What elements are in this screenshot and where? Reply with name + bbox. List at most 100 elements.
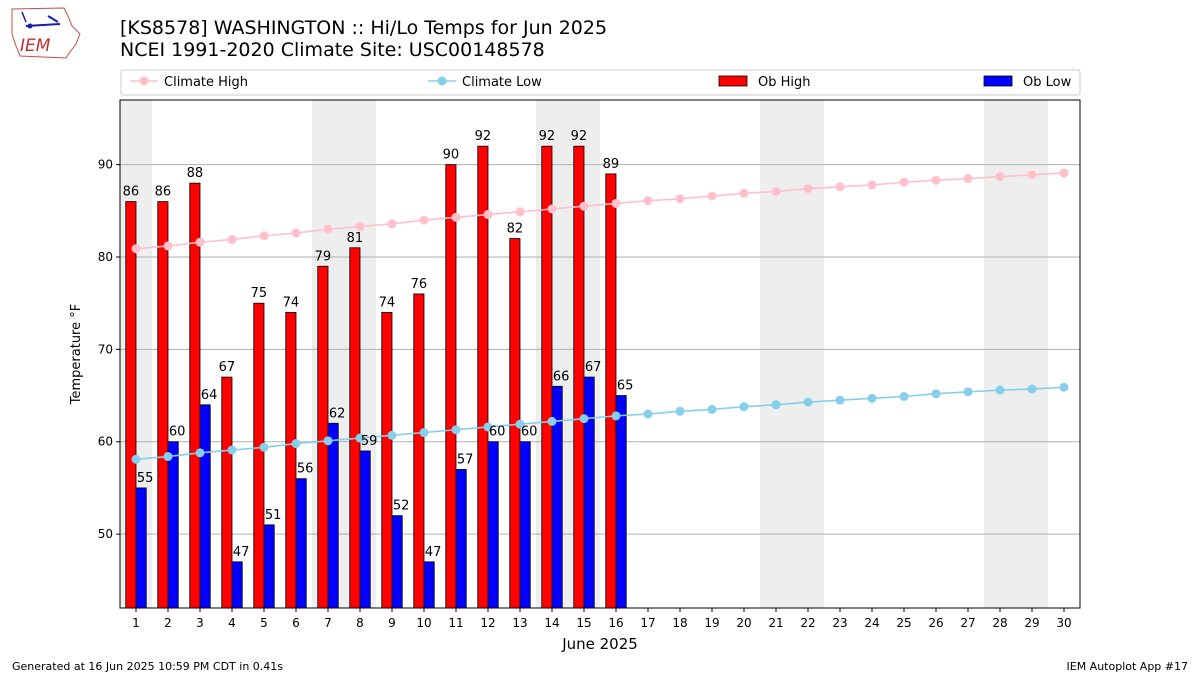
ob-low-label-12: 60	[489, 425, 506, 440]
app-credit: IEM Autoplot App #17	[1066, 660, 1189, 673]
x-tick-label-6: 6	[292, 616, 300, 630]
ob-high-label-8: 81	[347, 231, 364, 246]
y-tick-label-70: 70	[98, 342, 113, 356]
climate-low-point-25	[899, 391, 909, 401]
generated-timestamp: Generated at 16 Jun 2025 10:59 PM CDT in…	[12, 660, 284, 673]
x-tick-label-7: 7	[324, 616, 332, 630]
ob-high-label-1: 86	[123, 185, 140, 200]
ob-low-bar-7	[327, 422, 339, 609]
x-axis: 1 2 3 4 5 6 7 8 9 10 11 12 13 14 15 16 17 18 19 20 21 22 23 24 2…	[132, 608, 1072, 630]
ob-high-bar-3	[189, 182, 201, 609]
ob-high-bar-9	[381, 312, 393, 609]
page-title: [KS8578] WASHINGTON :: Hi/Lo Temps for J…	[120, 17, 608, 39]
climate-low-point-13	[515, 419, 525, 429]
climate-low-point-1	[131, 454, 141, 464]
y-axis-label: Temperature °F	[69, 304, 84, 405]
ob-high-bar-15	[573, 145, 585, 609]
x-tick-label-11: 11	[448, 616, 463, 630]
ob-low-bar-5	[263, 524, 275, 609]
x-tick-label-15: 15	[576, 616, 591, 630]
shaded-day-21	[760, 100, 792, 608]
x-tick-label-4: 4	[228, 616, 236, 630]
climate-low-point-23	[835, 395, 845, 405]
ob-high-label-6: 74	[283, 295, 300, 310]
climate-low-point-26	[931, 389, 941, 399]
x-tick-label-30: 30	[1056, 616, 1071, 630]
ob-low-bar-2	[167, 441, 179, 609]
legend-ob-high-swatch	[718, 75, 748, 87]
ob-high-label-16: 89	[603, 157, 620, 172]
climate-low-point-14	[547, 416, 557, 426]
legend-climate-low-marker	[437, 76, 447, 86]
climate-low-point-28	[995, 385, 1005, 395]
ob-low-label-7: 62	[329, 406, 346, 421]
y-tick-label-80: 80	[98, 250, 113, 264]
climate-low-point-4	[227, 445, 237, 455]
legend-climate-high-marker	[139, 76, 149, 86]
legend-climate-low-label: Climate Low	[462, 75, 542, 90]
ob-high-bar-2	[157, 201, 169, 609]
ob-low-label-8: 59	[361, 434, 378, 449]
ob-low-bar-8	[359, 450, 371, 609]
climate-high-point-20	[739, 188, 749, 198]
climate-low-point-20	[739, 402, 749, 412]
x-tick-label-29: 29	[1024, 616, 1039, 630]
climate-high-point-23	[835, 182, 845, 192]
ob-high-label-5: 75	[251, 286, 268, 301]
ob-low-label-3: 64	[201, 388, 218, 403]
climate-high-point-5	[259, 231, 269, 241]
climate-high-point-24	[867, 180, 877, 190]
climate-high-point-7	[323, 224, 333, 234]
ob-low-label-10: 47	[425, 545, 442, 560]
legend-ob-low-swatch	[983, 75, 1013, 87]
iem-logo: IEM	[11, 7, 81, 59]
x-tick-label-10: 10	[416, 616, 431, 630]
climate-high-point-19	[707, 191, 717, 201]
x-tick-label-2: 2	[164, 616, 172, 630]
climate-high-point-6	[291, 228, 301, 238]
climate-high-point-16	[611, 198, 621, 208]
y-tick-label-90: 90	[98, 158, 113, 172]
climate-high-point-14	[547, 204, 557, 214]
x-tick-label-9: 9	[388, 616, 396, 630]
ob-high-bar-4	[221, 376, 233, 609]
climate-low-point-10	[419, 428, 429, 438]
legend-climate-high-label: Climate High	[164, 75, 248, 90]
climate-high-point-29	[1027, 170, 1037, 180]
climate-low-point-3	[195, 448, 205, 458]
climate-low-point-30	[1059, 382, 1069, 392]
x-tick-label-5: 5	[260, 616, 268, 630]
x-tick-label-1: 1	[132, 616, 140, 630]
climate-high-point-4	[227, 234, 237, 244]
climate-low-point-21	[771, 400, 781, 410]
legend-box	[120, 69, 1081, 96]
ob-high-label-4: 67	[219, 360, 236, 375]
ob-high-bar-14	[541, 145, 553, 609]
climate-low-point-8	[355, 433, 365, 443]
x-tick-label-26: 26	[928, 616, 943, 630]
shaded-day-28	[984, 100, 1016, 608]
ob-low-bar-13	[519, 441, 531, 609]
climate-high-point-12	[483, 210, 493, 220]
shaded-day-29	[1016, 100, 1048, 608]
climate-low-point-22	[803, 397, 813, 407]
climate-high-point-21	[771, 186, 781, 196]
climate-high-point-28	[995, 172, 1005, 182]
ob-low-bar-12	[487, 441, 499, 609]
climate-high-point-9	[387, 219, 397, 229]
climate-high-point-11	[451, 212, 461, 222]
climate-high-point-26	[931, 175, 941, 185]
climate-high-point-8	[355, 222, 365, 232]
ob-low-label-1: 55	[137, 471, 154, 486]
ob-high-bar-1	[125, 201, 137, 609]
x-tick-label-24: 24	[864, 616, 879, 630]
ob-low-label-4: 47	[233, 545, 250, 560]
ob-low-label-5: 51	[265, 508, 282, 523]
ob-low-bar-10	[423, 561, 435, 609]
ob-low-bar-16	[615, 395, 627, 609]
x-tick-label-21: 21	[768, 616, 783, 630]
ob-low-bar-11	[455, 469, 467, 609]
ob-high-bar-16	[605, 173, 617, 609]
bars	[125, 145, 627, 609]
ob-low-label-13: 60	[521, 425, 538, 440]
